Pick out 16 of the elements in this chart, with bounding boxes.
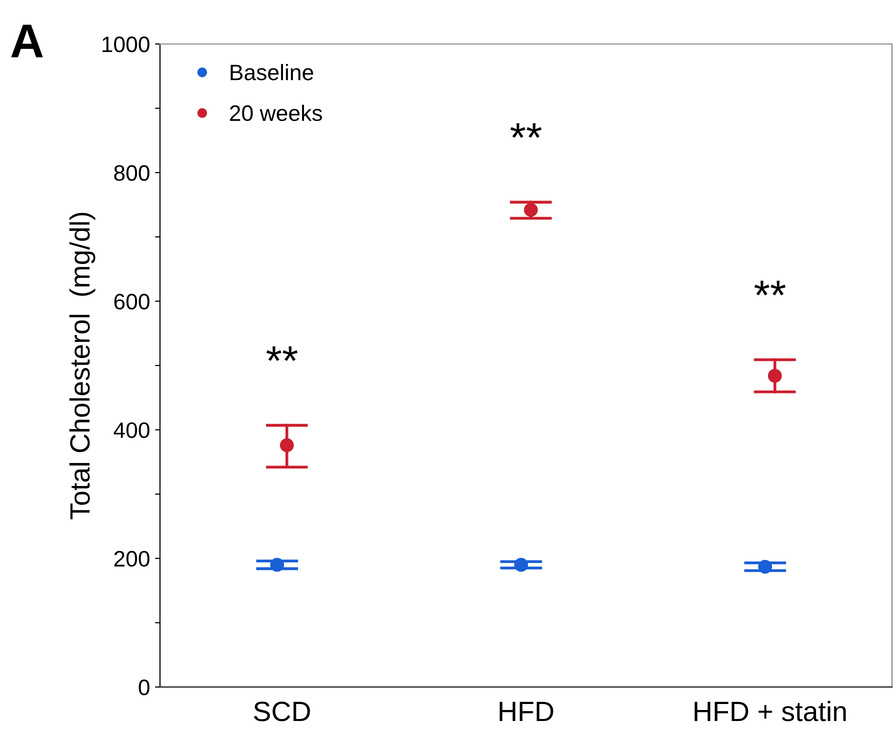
y-tick-label: 200 [114,550,150,567]
x-tick-label: HFD [500,702,554,722]
y-tick-label: 0 [138,680,150,696]
y-tick-label: 800 [114,165,150,181]
annotation: ** [510,123,542,138]
y-tick-label: 1000 [102,36,150,52]
text: A [11,24,43,58]
annotation: ** [754,280,786,296]
annotation: ** [266,346,298,361]
y-tick-label: 400 [114,422,150,438]
x-tick-label: HFD + statin [694,700,846,722]
y-axis-title: Total Cholesterol (mg/dl) [69,212,96,520]
legend-label: Baseline [230,64,314,80]
legend-label: 20 weeks [230,104,322,122]
x-tick-label: SCD [254,702,310,722]
y-tick-label: 600 [114,294,150,310]
